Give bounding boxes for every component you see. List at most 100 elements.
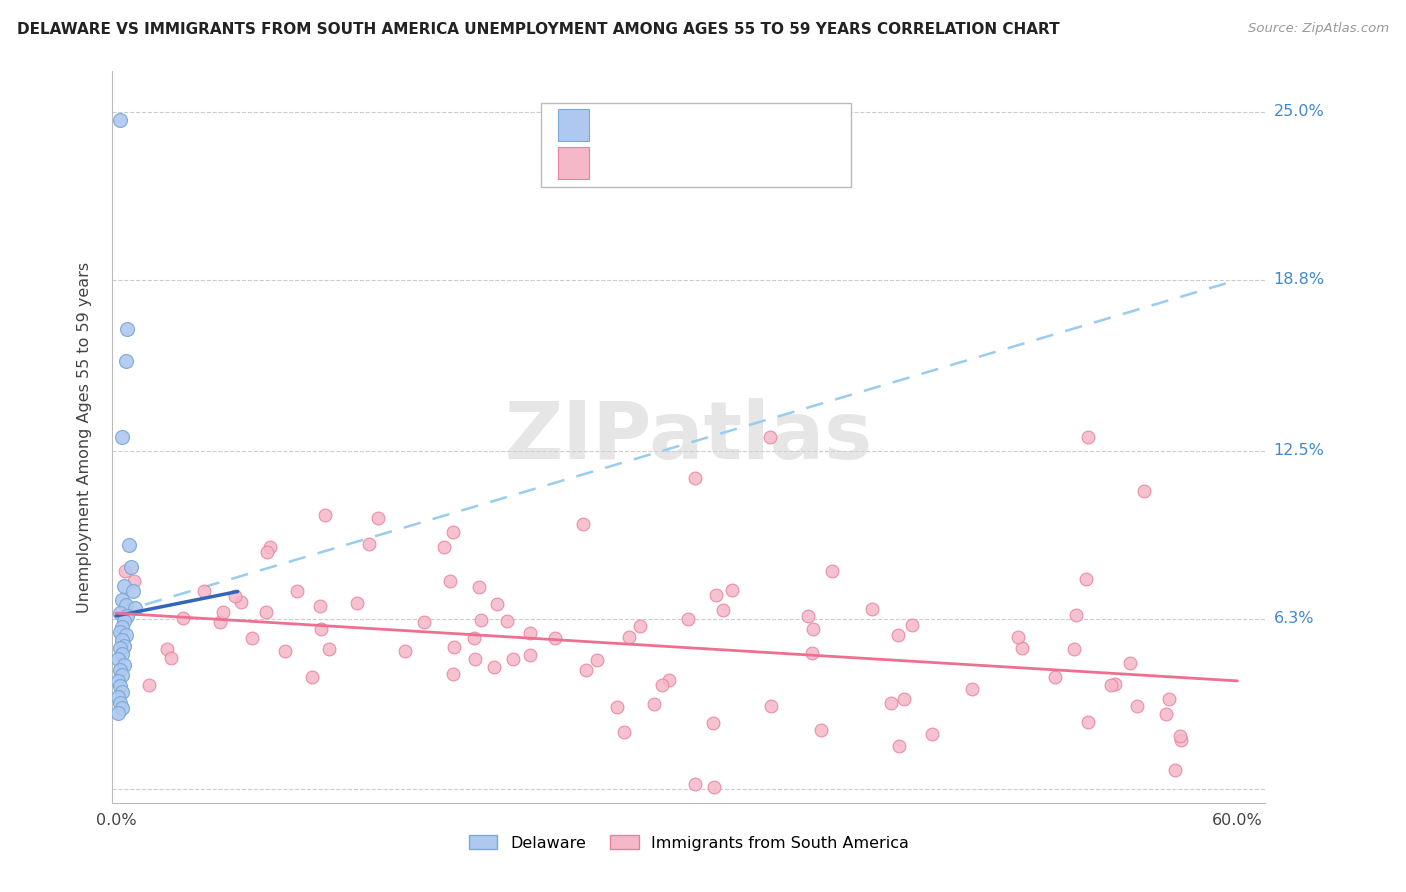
Point bbox=[433, 540, 456, 554]
Point bbox=[810, 723, 832, 737]
Point bbox=[711, 603, 734, 617]
Point bbox=[443, 640, 465, 654]
Point bbox=[441, 524, 464, 539]
Text: 12.5%: 12.5% bbox=[1274, 443, 1324, 458]
Point bbox=[107, 673, 129, 688]
Point bbox=[193, 584, 215, 599]
Point bbox=[117, 608, 139, 623]
Point bbox=[1077, 714, 1099, 729]
Legend: Delaware, Immigrants from South America: Delaware, Immigrants from South America bbox=[463, 829, 915, 857]
Point bbox=[1170, 729, 1192, 743]
Point bbox=[309, 622, 332, 636]
Point bbox=[704, 588, 727, 602]
Point bbox=[173, 610, 195, 624]
Point bbox=[801, 623, 824, 637]
Point bbox=[617, 630, 640, 644]
Point bbox=[468, 580, 491, 594]
Point bbox=[118, 538, 141, 552]
Point bbox=[1126, 699, 1149, 714]
Point bbox=[285, 584, 308, 599]
Point bbox=[893, 692, 915, 706]
Text: Source: ZipAtlas.com: Source: ZipAtlas.com bbox=[1249, 22, 1389, 36]
Text: 18.8%: 18.8% bbox=[1274, 272, 1324, 287]
Point bbox=[394, 644, 416, 658]
Point bbox=[821, 564, 844, 578]
Point bbox=[124, 600, 146, 615]
Point bbox=[112, 615, 135, 629]
Point bbox=[224, 590, 246, 604]
Point bbox=[1007, 630, 1029, 644]
Point bbox=[108, 679, 131, 693]
Point bbox=[801, 646, 824, 660]
Point bbox=[1164, 763, 1187, 777]
Point bbox=[960, 681, 983, 696]
Point bbox=[1045, 670, 1067, 684]
Text: ZIPatlas: ZIPatlas bbox=[505, 398, 873, 476]
Point bbox=[685, 777, 707, 791]
Point bbox=[860, 602, 883, 616]
Point bbox=[112, 657, 135, 672]
Point bbox=[1119, 656, 1142, 670]
Point bbox=[1077, 430, 1099, 444]
Point bbox=[685, 471, 707, 485]
Point bbox=[301, 670, 323, 684]
Point bbox=[111, 701, 134, 715]
Y-axis label: Unemployment Among Ages 55 to 59 years: Unemployment Among Ages 55 to 59 years bbox=[77, 261, 91, 613]
Point bbox=[108, 113, 131, 128]
Point bbox=[120, 560, 142, 574]
Point bbox=[240, 631, 263, 645]
Point bbox=[107, 690, 129, 705]
Point bbox=[413, 615, 436, 629]
Point bbox=[108, 663, 131, 677]
Point bbox=[572, 516, 595, 531]
Point bbox=[495, 614, 517, 628]
Point bbox=[519, 626, 541, 640]
Point bbox=[519, 648, 541, 662]
Point bbox=[254, 605, 277, 619]
Point bbox=[114, 628, 136, 642]
Point bbox=[346, 596, 368, 610]
Point bbox=[259, 541, 281, 555]
Point bbox=[107, 706, 129, 721]
Point bbox=[309, 599, 332, 613]
Point bbox=[482, 659, 505, 673]
Point bbox=[759, 430, 782, 444]
Point bbox=[108, 641, 131, 656]
Point bbox=[108, 606, 131, 620]
Point bbox=[886, 628, 908, 642]
Point bbox=[1159, 692, 1181, 706]
Text: 25.0%: 25.0% bbox=[1274, 104, 1324, 120]
Point bbox=[797, 609, 820, 624]
Point bbox=[439, 574, 461, 588]
Point bbox=[111, 668, 134, 682]
Point bbox=[318, 641, 340, 656]
Point bbox=[112, 639, 135, 653]
Point bbox=[256, 545, 278, 559]
Point bbox=[229, 595, 252, 609]
Point bbox=[274, 644, 297, 658]
Point bbox=[470, 614, 492, 628]
Point bbox=[1170, 733, 1192, 747]
Point bbox=[1099, 677, 1122, 691]
Point bbox=[208, 615, 231, 629]
Point bbox=[502, 651, 524, 665]
Text: R =  0.077   N =  32: R = 0.077 N = 32 bbox=[600, 118, 762, 132]
Point bbox=[1133, 484, 1156, 499]
Point bbox=[651, 678, 673, 692]
Point bbox=[156, 642, 179, 657]
Point bbox=[1104, 677, 1126, 691]
Point bbox=[678, 612, 700, 626]
Point bbox=[606, 700, 628, 714]
Point bbox=[575, 664, 598, 678]
Point bbox=[314, 508, 336, 522]
Point bbox=[761, 698, 783, 713]
Point bbox=[1154, 706, 1177, 721]
Point bbox=[111, 620, 134, 634]
Point bbox=[111, 647, 134, 661]
Point bbox=[1063, 641, 1085, 656]
Point bbox=[613, 725, 636, 739]
Point bbox=[114, 598, 136, 612]
Point bbox=[112, 579, 135, 593]
Point bbox=[643, 698, 665, 712]
Point bbox=[921, 726, 943, 740]
